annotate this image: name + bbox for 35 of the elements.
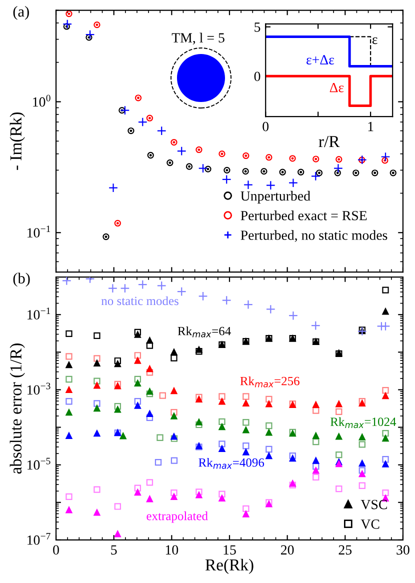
x-tick-label: 15: [224, 545, 236, 555]
x-tick-label: 10: [166, 545, 178, 555]
y-tick-label: 10$^{−1}$: [28, 308, 50, 320]
annotation: ε: [372, 37, 378, 44]
x-tick-label: 5: [111, 545, 117, 555]
annotation: extrapolated: [146, 511, 208, 523]
annotation: no static modes: [101, 296, 178, 306]
annotation: Rk$_{max}$=4096: [198, 458, 264, 469]
x-tick-label: 1: [368, 122, 374, 132]
y-tick-label: 10$^{0}$: [33, 94, 50, 107]
y-tick-label: 10$^{−1}$: [28, 226, 50, 238]
x-axis-title: Re(Rk): [205, 558, 254, 574]
x-tick-label: 25: [338, 545, 352, 555]
x-tick-label: 0: [53, 545, 59, 555]
y-tick-label: 10$^{−7}$: [28, 532, 50, 545]
y-axis-title: - Im(Rk): [10, 112, 25, 170]
legend-label: VSC: [360, 500, 387, 510]
x-tick-label: 20: [280, 545, 294, 555]
y-axis-title: absolute error (1/R): [10, 344, 25, 474]
annotation: Δε: [330, 82, 344, 92]
annotation: TM, l = 5: [172, 32, 224, 45]
annotation: Rk$_{max}$=256: [240, 376, 300, 388]
legend-label: Perturbed exact = RSE: [240, 210, 367, 220]
legend-label: Unperturbed: [240, 190, 310, 204]
annotation: Rk$_{max}$=1024: [330, 417, 396, 428]
legend-label: VC: [360, 519, 380, 529]
x-tick-label: 30: [396, 545, 410, 555]
annotation: ε+Δε: [306, 55, 334, 64]
text: (b): [13, 272, 30, 287]
annotation: Rk$_{max}$=64: [178, 326, 231, 338]
text: (a): [13, 6, 29, 20]
y-tick-label: 10$^{−3}$: [28, 382, 50, 395]
legend-label: Perturbed, no static modes: [240, 230, 388, 242]
x-axis-title: r/R: [318, 136, 340, 148]
y-tick-label: 10$^{−5}$: [28, 458, 50, 470]
